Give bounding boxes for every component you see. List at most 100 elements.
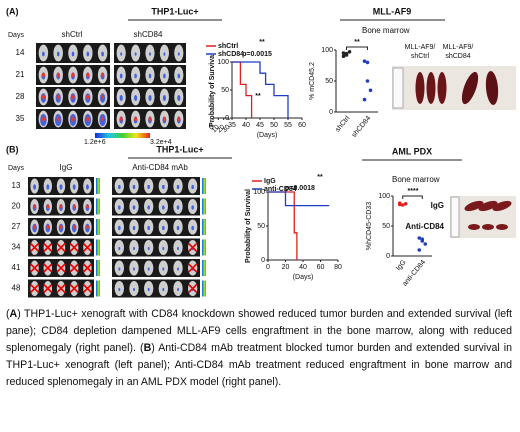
image-background xyxy=(112,238,200,257)
signal xyxy=(177,52,180,56)
signal xyxy=(71,51,75,57)
image-background xyxy=(112,259,200,277)
signal xyxy=(59,224,63,230)
signal xyxy=(101,94,105,100)
x-tick-label: 40 xyxy=(242,122,250,129)
x-tick-label: 60 xyxy=(317,264,325,271)
signal xyxy=(71,72,75,78)
signal xyxy=(118,225,121,231)
data-point xyxy=(365,79,370,83)
signal xyxy=(72,184,76,190)
signal xyxy=(33,184,37,190)
dead-mark xyxy=(56,283,66,294)
colorbar-label: 3.2e+4 xyxy=(150,139,172,146)
colorbar xyxy=(96,280,100,297)
ruler xyxy=(450,196,460,238)
image-background xyxy=(112,218,200,236)
y-tick-label: 100 xyxy=(378,193,390,200)
signal xyxy=(101,51,104,57)
legend-label: shCD84 xyxy=(218,51,244,58)
signal xyxy=(191,205,194,210)
signal xyxy=(162,287,165,292)
spleen-label: Anti-CD84 xyxy=(405,222,444,231)
caption-text: ) Anti-CD84 mAb treatment blocked tumor … xyxy=(6,342,512,388)
dead-mark xyxy=(69,283,79,294)
signal xyxy=(119,73,123,79)
signal xyxy=(86,94,90,100)
y-axis-label: % mCD45.2 xyxy=(309,62,316,100)
data-point xyxy=(341,51,346,55)
dead-mark xyxy=(82,283,92,294)
signal xyxy=(72,204,76,209)
caption-text: ( xyxy=(6,308,10,320)
signal xyxy=(46,204,50,209)
y-axis-label: Probability of Survival xyxy=(245,189,252,263)
signal xyxy=(147,267,150,271)
signal xyxy=(132,184,136,190)
signal xyxy=(56,72,60,78)
panel-title: THP1-Luc+ xyxy=(156,144,203,154)
x-tick-label: 10 xyxy=(211,124,222,135)
signal xyxy=(119,116,123,122)
data-point xyxy=(362,59,367,63)
x-tick-label: 20 xyxy=(282,264,290,271)
spleen-label: shCtrl xyxy=(411,53,430,60)
day-label: 34 xyxy=(12,243,21,252)
signal xyxy=(41,94,45,100)
signal xyxy=(118,246,121,251)
dead-mark xyxy=(69,263,79,273)
x-tick-label: shCtrl xyxy=(334,115,351,134)
y-tick-label: 50 xyxy=(221,87,229,94)
x-tick-label: 80 xyxy=(334,264,342,271)
survival-line xyxy=(268,191,298,260)
y-tick-label: 0 xyxy=(329,109,333,116)
dead-mark xyxy=(188,242,198,253)
x-tick-label: 30 xyxy=(221,124,232,135)
signal xyxy=(176,225,180,231)
data-point xyxy=(423,242,428,246)
spleen xyxy=(437,72,447,104)
dead-mark xyxy=(82,242,92,253)
signal xyxy=(56,51,60,57)
dead-mark xyxy=(188,263,198,273)
image-background xyxy=(112,177,200,195)
signal xyxy=(132,205,136,210)
colorbar xyxy=(96,178,100,194)
image-background xyxy=(112,279,200,298)
signal xyxy=(33,204,36,209)
signal xyxy=(132,225,136,231)
spleen xyxy=(482,224,494,230)
dead-mark xyxy=(30,283,40,294)
colorbar xyxy=(95,133,150,138)
signal xyxy=(134,52,137,56)
dead-mark xyxy=(56,242,66,253)
signal xyxy=(101,116,105,122)
chart-title: Bone marrow xyxy=(392,175,440,184)
signal xyxy=(46,224,50,230)
day-label: 27 xyxy=(12,222,21,231)
signal xyxy=(176,184,180,190)
caption: (A) THP1-Luc+ xenograft with CD84 knockd… xyxy=(6,306,512,391)
signal xyxy=(133,287,135,292)
signal xyxy=(162,267,165,271)
colorbar xyxy=(202,280,206,297)
signal xyxy=(86,224,89,230)
signal xyxy=(41,116,45,122)
signal xyxy=(163,52,166,56)
day-label: 35 xyxy=(16,114,25,123)
signal xyxy=(120,52,123,56)
day-label: 41 xyxy=(12,263,21,272)
data-point xyxy=(341,54,346,58)
day-label: 20 xyxy=(12,202,21,211)
colorbar xyxy=(96,239,100,256)
x-tick-label: IgG xyxy=(395,259,408,272)
colorbar xyxy=(202,239,206,256)
signal xyxy=(191,225,194,231)
x-tick-label: 45 xyxy=(256,122,264,129)
ruler xyxy=(392,67,404,109)
x-tick-label: 35 xyxy=(228,122,236,129)
day-label: 13 xyxy=(12,181,21,190)
annotation: ** xyxy=(317,174,323,181)
x-tick-label: 50 xyxy=(270,122,278,129)
